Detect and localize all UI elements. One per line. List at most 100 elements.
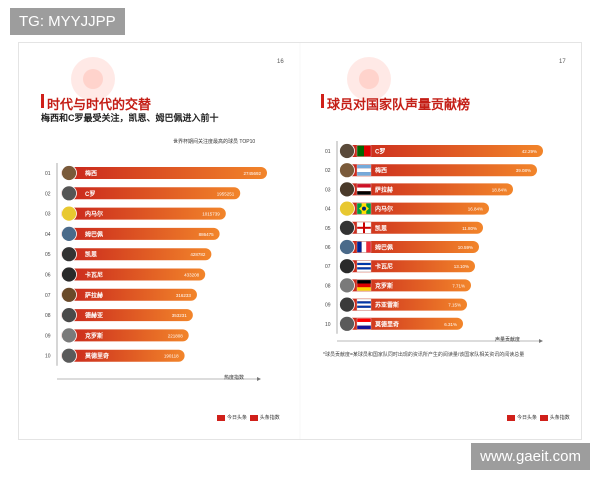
rank-label: 02 (325, 168, 331, 174)
category-label: 克罗斯 (374, 282, 393, 290)
player-avatar (61, 347, 77, 364)
value-label: 353231 (172, 313, 188, 318)
value-label: 42.29% (522, 149, 537, 154)
category-label: 卡瓦尼 (375, 263, 393, 271)
decorative-circle-icon (359, 69, 379, 89)
player-avatar (61, 185, 77, 202)
footer-logos: 今日头条 头条指数 (217, 414, 280, 421)
bar (61, 309, 193, 322)
flag-icon-8 (356, 279, 372, 292)
category-label: C罗 (375, 148, 385, 156)
rank-label: 07 (45, 293, 51, 299)
footnote: *球员贡献度=某球员和国家队同时出现的资讯所产生的阅读量/该国家队相关资讯的阅读… (323, 352, 525, 358)
category-label: 梅西 (375, 167, 387, 175)
flag-icon-2 (356, 164, 372, 176)
value-label: 16.84% (468, 207, 483, 212)
x-axis-label: 热度指数 (224, 375, 245, 381)
bar (343, 145, 543, 157)
watermark-bottom-right: www.gaeit.com (471, 443, 590, 470)
rank-label: 08 (45, 313, 51, 319)
footer-logo-text: 今日头条 (227, 415, 248, 421)
category-label: 卡瓦尼 (85, 271, 103, 279)
category-label: 内马尔 (85, 210, 103, 218)
category-label: 克罗斯 (84, 332, 103, 340)
bar (61, 167, 267, 179)
player-avatar (61, 205, 77, 222)
flag-icon-6 (356, 241, 372, 253)
rank-label: 01 (325, 149, 331, 155)
category-label: 凯恩 (375, 224, 387, 232)
axis-arrow-icon (257, 377, 261, 381)
bar (61, 288, 197, 301)
rank-label: 10 (325, 322, 331, 328)
value-label: 886475 (199, 232, 215, 237)
value-label: 7.71% (452, 283, 465, 288)
value-label: 316233 (176, 293, 192, 298)
player-avatar (339, 219, 355, 236)
index-logo-icon (539, 414, 548, 421)
rank-label: 04 (325, 207, 331, 213)
category-label: 莫德里奇 (374, 320, 399, 328)
footer-logo-text: 今日头条 (517, 415, 538, 421)
value-label: 1015739 (202, 212, 220, 217)
value-label: 428782 (190, 252, 206, 257)
bar (343, 260, 475, 273)
player-avatar (61, 266, 77, 283)
value-label: 1955251 (217, 191, 235, 196)
flag-icon-3 (356, 183, 372, 196)
rank-label: 09 (325, 303, 331, 309)
toutiao-logo-icon (217, 414, 225, 421)
category-label: 姆巴佩 (375, 244, 393, 252)
bar (343, 164, 537, 177)
category-label: C罗 (85, 190, 95, 198)
value-label: 11.80% (462, 226, 477, 231)
page-subtitle: 梅西和C罗最受关注，凯恩、姆巴佩进入前十 (41, 113, 219, 123)
flag-icon-4 (356, 202, 372, 215)
rank-label: 07 (325, 264, 331, 270)
bar (61, 329, 189, 342)
footer-logos: 今日头条 头条指数 (507, 414, 570, 421)
category-label: 萨拉赫 (375, 186, 393, 194)
footer-logo-text: 头条指数 (259, 415, 280, 421)
page-title: 球员对国家队声量贡献榜 (327, 97, 471, 112)
bar (343, 317, 463, 330)
bar (61, 207, 226, 220)
value-label: 39.08% (516, 168, 531, 173)
bar (343, 279, 471, 292)
rank-label: 01 (45, 171, 51, 177)
rank-label: 05 (45, 252, 51, 258)
player-avatar (339, 143, 355, 159)
title-accent (41, 94, 44, 108)
flag-icon-9 (356, 298, 372, 311)
bar (343, 241, 479, 253)
axis-arrow-icon (539, 339, 543, 343)
magazine-spread: 16 时代与时代的交替 梅西和C罗最受关注，凯恩、姆巴佩进入前十 世界杯期间关注… (18, 42, 582, 440)
x-axis-label: 声量贡献度 (495, 337, 521, 343)
flag-icon-5 (356, 222, 372, 234)
page-number: 17 (559, 59, 566, 65)
toutiao-logo-icon (507, 414, 515, 421)
player-avatar (339, 200, 355, 217)
value-label: 18.84% (492, 187, 507, 192)
bar (343, 202, 489, 215)
value-label: 13.10% (454, 264, 469, 269)
popularity-bar-chart: 01 梅西 2745692 02 C罗 1955251 03 内马尔 1015739 04 姆巴佩 8… (45, 163, 267, 381)
contribution-bar-chart: 01 C罗 42.29% 02 梅西 39.08% 03 萨拉赫 18.84% 04 内马尔 16.8… (325, 141, 543, 343)
bar (343, 183, 513, 196)
category-label: 凯恩 (85, 251, 97, 259)
value-label: 190118 (164, 354, 179, 359)
category-label: 苏亚雷斯 (375, 301, 399, 309)
left-page: 16 时代与时代的交替 梅西和C罗最受关注，凯恩、姆巴佩进入前十 世界杯期间关注… (19, 43, 299, 439)
category-label: 梅西 (85, 170, 97, 178)
player-avatar (61, 246, 77, 263)
footer-logo-text: 头条指数 (549, 415, 570, 421)
category-label: 姆巴佩 (85, 230, 103, 238)
decorative-circle-icon (83, 69, 103, 89)
player-avatar (61, 225, 77, 242)
flag-icon-10 (356, 318, 372, 330)
bar (61, 248, 212, 261)
value-label: 433208 (184, 273, 200, 278)
value-label: 221808 (168, 333, 184, 338)
flag-icon-1 (356, 145, 372, 157)
player-avatar (339, 315, 355, 332)
